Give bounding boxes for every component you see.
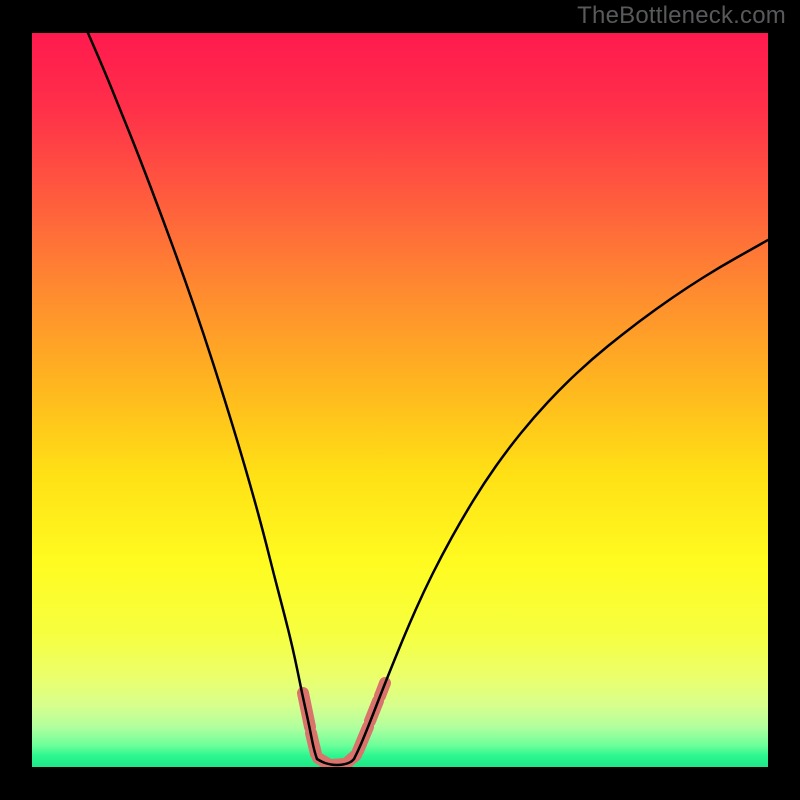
plot-area (32, 33, 768, 767)
left-curve (88, 33, 317, 759)
chart-curves-svg (32, 33, 768, 767)
right-curve (354, 240, 768, 759)
watermark-text: TheBottleneck.com (577, 2, 786, 30)
